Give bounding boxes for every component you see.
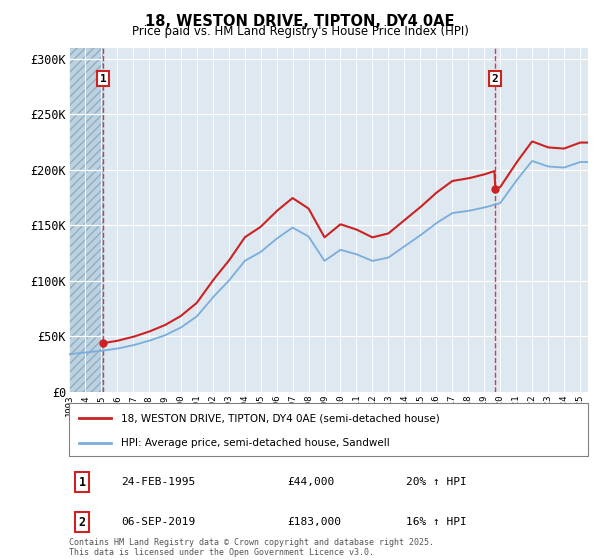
Text: 2: 2 — [79, 516, 86, 529]
Text: HPI: Average price, semi-detached house, Sandwell: HPI: Average price, semi-detached house,… — [121, 438, 389, 448]
Text: 18, WESTON DRIVE, TIPTON, DY4 0AE (semi-detached house): 18, WESTON DRIVE, TIPTON, DY4 0AE (semi-… — [121, 413, 440, 423]
Text: 24-FEB-1995: 24-FEB-1995 — [121, 477, 195, 487]
Text: 20% ↑ HPI: 20% ↑ HPI — [406, 477, 467, 487]
Text: 2: 2 — [491, 73, 499, 83]
Text: Contains HM Land Registry data © Crown copyright and database right 2025.
This d: Contains HM Land Registry data © Crown c… — [69, 538, 434, 557]
Text: 16% ↑ HPI: 16% ↑ HPI — [406, 517, 467, 527]
Text: 06-SEP-2019: 06-SEP-2019 — [121, 517, 195, 527]
Text: £183,000: £183,000 — [287, 517, 341, 527]
Text: 1: 1 — [100, 73, 107, 83]
Text: 1: 1 — [79, 476, 86, 489]
Text: Price paid vs. HM Land Registry's House Price Index (HPI): Price paid vs. HM Land Registry's House … — [131, 25, 469, 38]
Text: £44,000: £44,000 — [287, 477, 334, 487]
Text: 18, WESTON DRIVE, TIPTON, DY4 0AE: 18, WESTON DRIVE, TIPTON, DY4 0AE — [145, 14, 455, 29]
FancyBboxPatch shape — [69, 403, 588, 456]
